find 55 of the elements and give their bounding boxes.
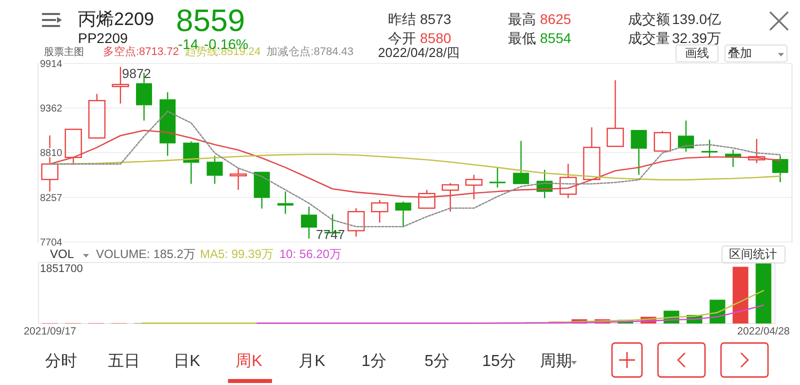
text: 8580	[420, 30, 452, 46]
annotation: 1851700	[40, 263, 83, 275]
bar	[756, 262, 772, 324]
text: 股票主图	[44, 46, 84, 58]
candlestick	[206, 155, 223, 184]
text: 8573	[420, 11, 452, 27]
annotation: 7747	[316, 227, 345, 242]
chart-title: 丙烯2209	[78, 9, 154, 29]
text: 分时	[45, 352, 77, 370]
text: 最高	[508, 11, 536, 27]
candlestick	[748, 138, 766, 164]
text: 1分	[362, 353, 386, 370]
candlestick	[772, 155, 788, 183]
text: 成交额	[628, 11, 670, 27]
text: 2022/04/28/四	[378, 45, 460, 60]
text: 10: 56.20万	[279, 247, 342, 261]
text: 日K	[174, 353, 201, 370]
text: 区间统计	[729, 247, 777, 261]
y-tick-label: 8810	[40, 148, 63, 160]
text: VOLUME: 185.2万	[96, 247, 196, 261]
text: 139.0亿	[672, 11, 722, 27]
candlestick	[183, 140, 200, 184]
text: 叠加	[728, 46, 752, 60]
text: 五日	[108, 353, 140, 370]
text: 多空点:8713.72	[103, 45, 179, 58]
text: 8554	[540, 30, 572, 46]
candlestick	[395, 200, 412, 228]
y-tick-label: 9914	[40, 59, 63, 70]
text: 5分	[424, 353, 450, 370]
text: MA5: 99.39万	[200, 247, 274, 261]
text: 32.39万	[672, 30, 722, 46]
y-tick-label: 9362	[40, 104, 63, 115]
y-tick-label: 7704	[40, 238, 63, 248]
bar	[732, 266, 748, 324]
candlestick	[371, 199, 388, 224]
text: 月K	[298, 353, 326, 370]
x-tick-label: 2022/04/28	[737, 326, 790, 338]
text: 15分	[482, 353, 516, 370]
annotation: 9872	[122, 66, 151, 81]
text: 画线	[685, 46, 709, 60]
chart-subtitle: PP2209	[78, 30, 128, 46]
text: 最低	[508, 30, 536, 46]
text: 加减仓点:8784.43	[266, 45, 354, 58]
candlestick	[230, 167, 247, 190]
candlestick	[560, 163, 577, 199]
text: 周期	[540, 352, 572, 370]
text: 周K	[236, 353, 263, 370]
text: VOL	[50, 247, 74, 261]
text: 昨结	[388, 11, 416, 27]
x-tick-label: 2021/09/17	[24, 326, 76, 338]
y-tick-label: 8257	[40, 192, 63, 204]
text: 成交量	[628, 30, 670, 46]
text: 8625	[540, 11, 572, 27]
text: 今开	[388, 30, 416, 46]
text: 8559	[176, 3, 245, 38]
